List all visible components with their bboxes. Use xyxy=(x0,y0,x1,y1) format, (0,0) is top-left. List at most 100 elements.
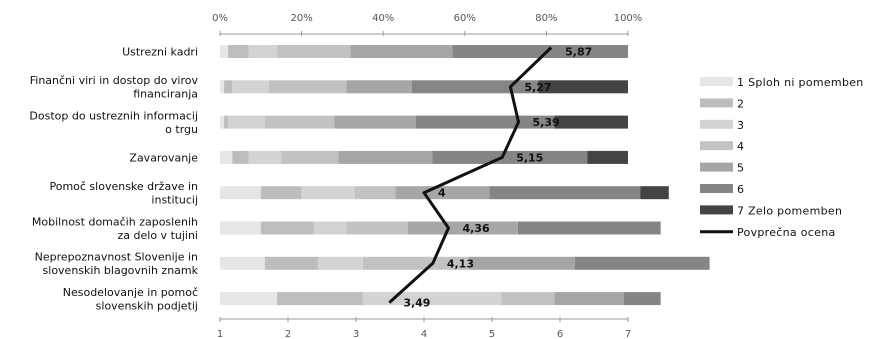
legend-swatch xyxy=(700,141,733,151)
legend-label: 7 Zelo pomemben xyxy=(737,204,842,217)
bar-segment xyxy=(228,45,249,58)
category-label: slovenskih blagovnih znamk xyxy=(43,264,199,277)
average-value-label: 5,27 xyxy=(524,81,551,94)
bar-segment xyxy=(517,221,661,235)
top-axis-tick-label: 60% xyxy=(454,13,476,24)
bar-segment xyxy=(220,292,278,306)
average-value-label: 4,36 xyxy=(462,222,489,235)
bar-segment xyxy=(346,80,412,94)
bar-segment xyxy=(281,150,339,164)
top-axis-tick-label: 20% xyxy=(290,13,312,24)
category-label: Neprepoznavnost Slovenije in xyxy=(35,251,198,264)
bar-segment xyxy=(248,45,278,58)
bar-segment xyxy=(501,292,555,306)
category-label: o trgu xyxy=(165,123,198,136)
bar-segment xyxy=(224,80,233,94)
category-label: Mobilnost domačih zaposlenih xyxy=(32,215,198,228)
legend-label: 1 Sploh ni pomemben xyxy=(737,76,864,89)
bar-segment xyxy=(232,80,269,94)
bar-segment xyxy=(334,115,416,129)
bar-segment xyxy=(260,186,302,200)
bar-segment xyxy=(277,45,351,58)
bar-segment xyxy=(538,80,628,94)
bar-segment xyxy=(346,221,408,235)
legend-label: 2 xyxy=(737,97,744,110)
bar-segment xyxy=(350,45,453,58)
average-value-label: 4 xyxy=(438,187,446,200)
category-label: financiranja xyxy=(133,88,198,101)
category-label: Pomoč slovenske države in xyxy=(49,180,198,193)
category-label: Nesodelovanje in pomoč xyxy=(63,286,198,299)
bar-segment xyxy=(362,256,469,270)
legend-label: 3 xyxy=(737,119,744,132)
bar-segment xyxy=(338,150,433,164)
average-value-label: 4,13 xyxy=(447,257,474,270)
top-axis-tick-label: 100% xyxy=(614,13,643,24)
bar-segment xyxy=(220,80,225,94)
legend-swatch xyxy=(700,162,733,172)
bar-segment xyxy=(232,150,249,164)
top-axis-tick-label: 0% xyxy=(212,13,228,24)
bottom-axis-tick-label: 5 xyxy=(489,329,495,339)
average-value-label: 5,39 xyxy=(533,116,560,129)
bar-segment xyxy=(554,115,628,129)
bar-segment xyxy=(313,221,347,235)
legend-swatch xyxy=(700,77,733,86)
legend-label: 6 xyxy=(737,183,744,196)
top-axis-tick-label: 80% xyxy=(535,13,557,24)
bar-segment xyxy=(228,115,265,129)
bar-segment xyxy=(260,221,314,235)
average-line xyxy=(388,46,553,304)
bar-segment xyxy=(220,115,225,129)
bar-segment xyxy=(411,80,539,94)
bottom-axis-tick-label: 6 xyxy=(557,329,563,339)
legend-swatch xyxy=(700,98,733,108)
legend-swatch xyxy=(700,184,733,193)
top-axis-tick-label: 40% xyxy=(372,13,394,24)
category-label: institucij xyxy=(151,193,198,206)
category-label: slovenskih podjetij xyxy=(96,299,198,312)
category-label: Ustrezni kadri xyxy=(122,46,198,59)
category-label: Zavarovanje xyxy=(129,151,198,164)
bar-segment xyxy=(220,186,261,200)
bar-segment xyxy=(452,45,628,58)
bottom-axis-tick-label: 7 xyxy=(625,329,631,339)
legend-label: 4 xyxy=(737,140,744,153)
bar-segment xyxy=(220,150,233,164)
bottom-axis-tick-label: 3 xyxy=(353,329,359,339)
bottom-axis-tick-label: 4 xyxy=(421,329,427,339)
bar-segment xyxy=(415,115,555,129)
bar-segment xyxy=(268,80,347,94)
average-value-label: 5,15 xyxy=(516,151,543,164)
bar-segment xyxy=(554,292,624,306)
bar-segment xyxy=(489,186,641,200)
bar-segment xyxy=(574,256,710,270)
bar-segment xyxy=(354,186,396,200)
bar-segment xyxy=(264,115,335,129)
category-label: Dostop do ustreznih informacij xyxy=(29,109,198,122)
legend-label: Povprečna ocena xyxy=(737,226,836,239)
legend-label: 5 xyxy=(737,162,744,175)
bar-segment xyxy=(362,292,502,306)
bar-segment xyxy=(623,292,661,306)
average-value-label: 5,87 xyxy=(565,46,592,59)
bar-segment xyxy=(264,256,318,270)
bar-segment xyxy=(224,115,229,129)
bottom-axis-tick-label: 1 xyxy=(217,329,223,339)
bar-segment xyxy=(220,45,229,58)
bottom-axis-tick-label: 2 xyxy=(285,329,291,339)
bar-segment xyxy=(432,150,588,164)
bar-segment xyxy=(317,256,363,270)
legend-swatch xyxy=(700,205,733,215)
bar-segment xyxy=(468,256,575,270)
bar-segment xyxy=(407,221,518,235)
bar-segment xyxy=(395,186,490,200)
category-label: za delo v tujini xyxy=(118,229,198,242)
legend-swatch xyxy=(700,119,733,129)
average-value-label: 3,49 xyxy=(403,297,430,310)
bar-segment xyxy=(277,292,363,306)
bar-segment xyxy=(587,150,628,164)
bar-segment xyxy=(248,150,282,164)
